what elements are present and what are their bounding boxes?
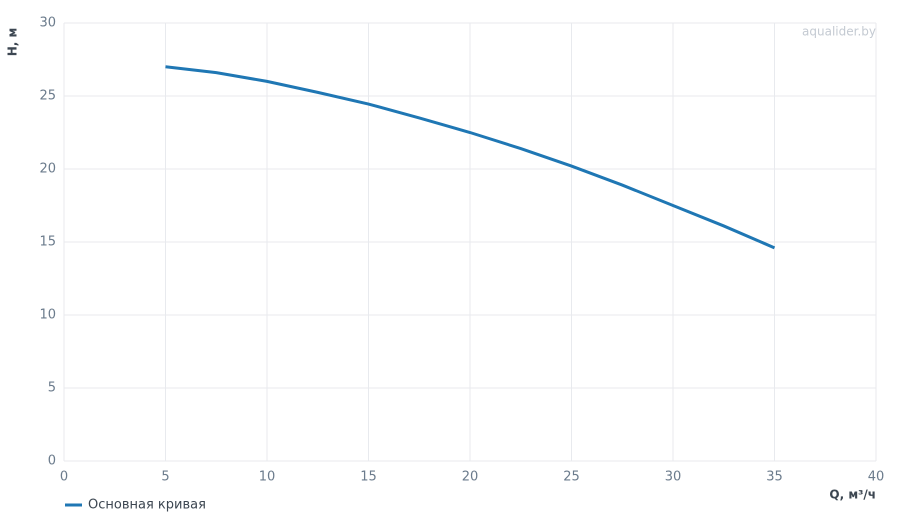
y-tick-label: 0 [48, 454, 56, 469]
x-tick-label: 35 [766, 470, 783, 485]
legend-label: Основная кривая [88, 498, 206, 513]
x-tick-label: 15 [360, 470, 377, 485]
data-line [165, 65, 776, 250]
y-tick-label: 30 [39, 16, 56, 31]
x-tick-label: 25 [563, 470, 580, 485]
x-tick-label: 10 [259, 470, 276, 485]
x-tick-label: 0 [60, 470, 68, 485]
x-tick-label: 40 [868, 470, 885, 485]
x-tick-label: 5 [161, 470, 169, 485]
y-tick-label: 10 [39, 308, 56, 323]
y-axis-title: H, м [6, 28, 20, 57]
x-axis-title: Q, м³/ч [829, 488, 876, 502]
x-tick-label: 30 [665, 470, 682, 485]
y-tick-label: 25 [39, 89, 56, 104]
watermark: aqualider.by [802, 25, 876, 39]
y-tick-label: 20 [39, 162, 56, 177]
y-tick-label: 5 [48, 381, 56, 396]
y-tick-label: 15 [39, 235, 56, 250]
x-tick-label: 20 [462, 470, 479, 485]
